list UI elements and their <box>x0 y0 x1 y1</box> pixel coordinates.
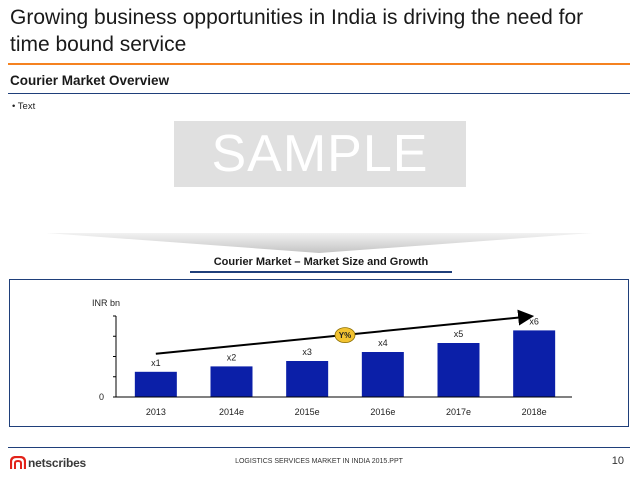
bar-2014e <box>210 366 253 397</box>
x-tick-label: 2015e <box>295 407 320 417</box>
bar-2015e <box>286 361 329 397</box>
x-tick-label: 2018e <box>522 407 547 417</box>
brand-name: netscribes <box>28 456 87 470</box>
document-name: LOGISTICS SERVICES MARKET IN INDIA 2015.… <box>235 458 403 465</box>
netscribes-logo-icon <box>10 456 26 469</box>
brand-logo: netscribes <box>10 455 86 471</box>
watermark-text: SAMPLE <box>211 125 429 183</box>
bar-2013 <box>134 371 177 397</box>
slide-title: Growing business opportunities in India … <box>10 6 584 56</box>
x-tick-label: 2013 <box>146 407 166 417</box>
y-tick-label: 0 <box>99 392 104 402</box>
section-divider <box>8 93 630 94</box>
page-number: 10 <box>611 455 624 467</box>
section-heading: Courier Market Overview <box>10 73 170 88</box>
bar-2018e <box>513 330 556 397</box>
bullet-text: • Text <box>12 101 36 112</box>
x-tick-label: 2016e <box>370 407 395 417</box>
x-tick-label: 2017e <box>446 407 471 417</box>
x-tick-label: 2014e <box>219 407 244 417</box>
footer-divider <box>8 447 630 448</box>
chevron-divider <box>46 233 592 253</box>
chart-title: Courier Market – Market Size and Growth <box>213 256 429 268</box>
bar-2016e <box>361 352 404 397</box>
y-axis-label: INR bn <box>92 298 120 308</box>
data-label: x6 <box>529 316 539 326</box>
data-label: x3 <box>302 347 312 357</box>
growth-badge <box>334 327 356 344</box>
data-label: x4 <box>378 338 388 348</box>
chart-frame <box>9 279 629 427</box>
title-divider <box>8 63 630 65</box>
data-label: x2 <box>227 352 237 362</box>
bar-2017e <box>437 343 480 397</box>
data-label: x5 <box>454 329 464 339</box>
data-label: x1 <box>151 358 161 368</box>
growth-badge-label: Y% <box>339 331 351 340</box>
sample-watermark: SAMPLE <box>174 121 466 187</box>
chart-title-underline <box>190 271 452 273</box>
